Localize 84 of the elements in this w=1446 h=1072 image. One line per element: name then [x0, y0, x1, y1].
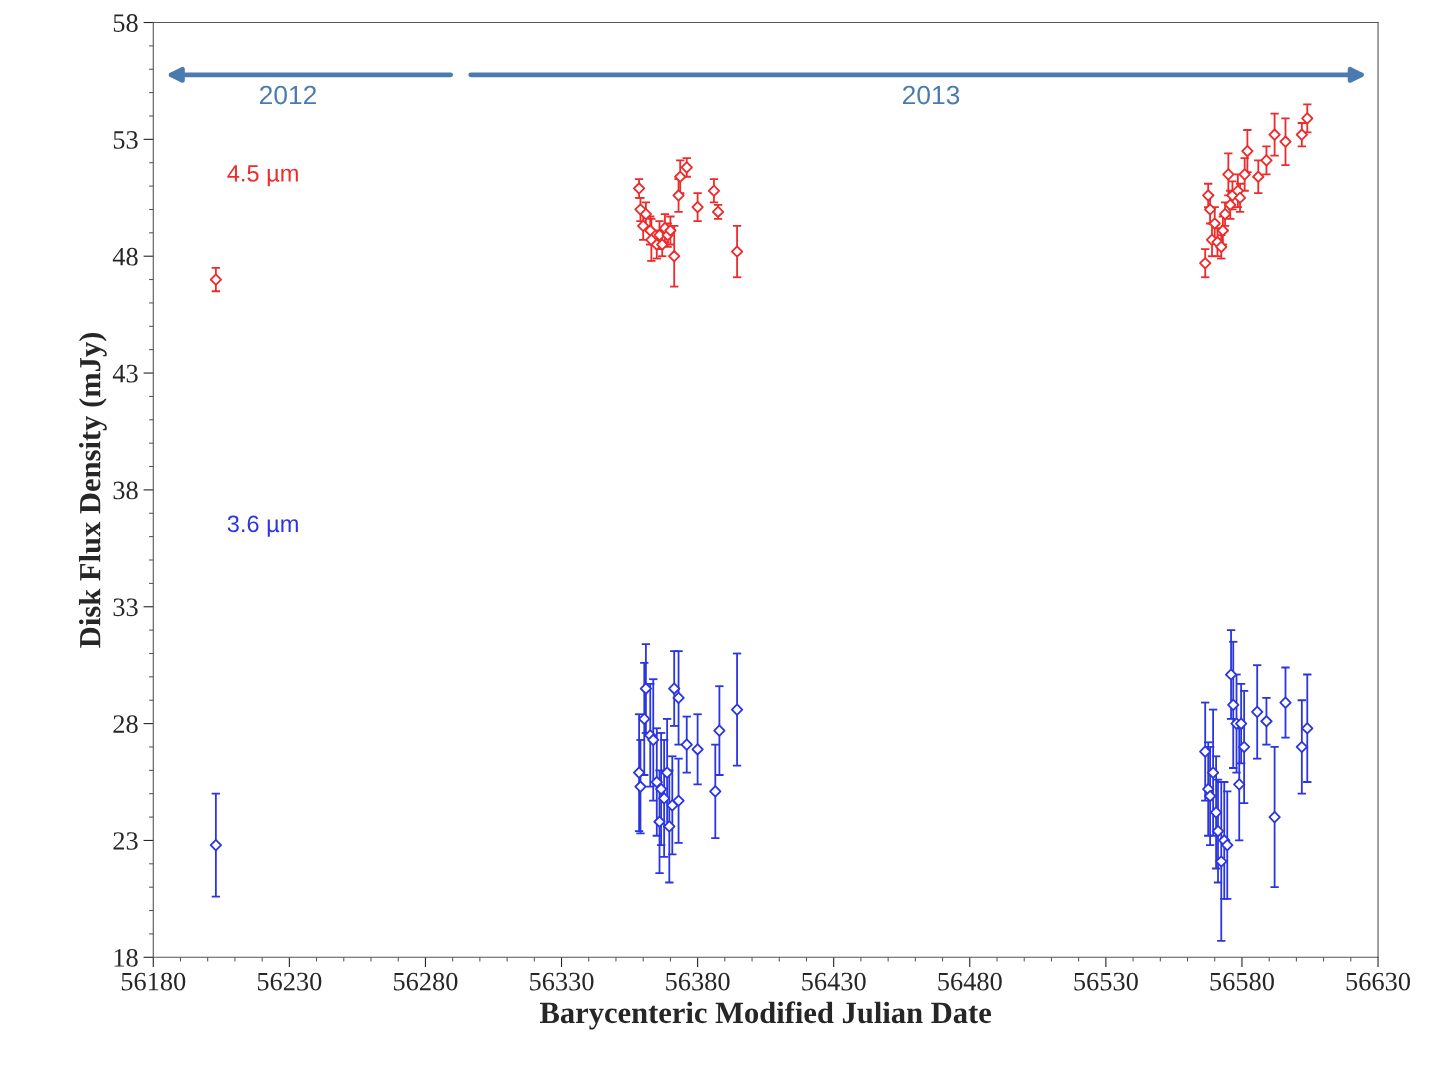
point: [653, 815, 666, 828]
point: [730, 245, 744, 258]
point: [1224, 668, 1238, 681]
point: [655, 782, 668, 796]
y-tick-label: 38: [113, 481, 138, 500]
point: [1199, 745, 1212, 758]
point: [1216, 224, 1230, 237]
x-tick-label: 56480: [938, 972, 1002, 991]
point: [672, 189, 685, 202]
x-tick-label: 56280: [393, 972, 458, 991]
point: [1251, 705, 1264, 719]
point: [707, 184, 721, 197]
point: [1241, 144, 1254, 158]
point: [1199, 257, 1212, 270]
x-tick-label: 56580: [1210, 972, 1274, 991]
x-tick-label: 56530: [1074, 972, 1138, 991]
point: [644, 224, 657, 237]
point: [672, 794, 685, 807]
y-tick-label: 18: [114, 948, 138, 967]
point: [632, 766, 646, 779]
point: [709, 785, 722, 798]
x-tick-label: 56330: [530, 972, 594, 991]
point: [1221, 839, 1234, 852]
point: [647, 733, 660, 747]
point: [1279, 135, 1292, 148]
x-tick-label: 56380: [666, 972, 730, 991]
point: [1202, 189, 1215, 202]
annotation: 2013: [902, 85, 960, 105]
point: [1268, 810, 1281, 824]
point: [1295, 128, 1308, 141]
point: [1295, 740, 1308, 754]
point: [1233, 191, 1247, 204]
point: [634, 780, 647, 793]
point: [1279, 696, 1292, 709]
text: 3.6 µm: [227, 515, 298, 537]
point: [1215, 240, 1228, 253]
point: [639, 682, 653, 695]
point: [1235, 717, 1248, 730]
point: [668, 682, 681, 695]
point: [650, 775, 663, 789]
text: 4.5 µm: [227, 165, 298, 187]
y-tick-label: 43: [112, 364, 138, 383]
point: [1238, 740, 1251, 754]
point: [691, 201, 704, 214]
point: [1301, 112, 1314, 125]
point: [691, 743, 704, 756]
y-tick-label: 23: [113, 832, 138, 850]
point: [632, 182, 646, 195]
point: [713, 724, 726, 737]
point: [639, 208, 653, 221]
point: [1252, 170, 1265, 183]
y-tick-label: 28: [113, 715, 138, 734]
point: [1209, 806, 1223, 819]
point: [1207, 766, 1220, 779]
point: [668, 250, 681, 263]
point: [209, 273, 222, 286]
point: [658, 792, 671, 805]
y-tick-label: 53: [113, 131, 138, 149]
point: [1227, 698, 1240, 712]
point: [1260, 154, 1273, 167]
point: [663, 820, 676, 833]
point: [1204, 789, 1217, 803]
point: [672, 691, 685, 704]
point: [1218, 208, 1232, 221]
y-tick-label: 33: [113, 598, 138, 617]
point: [1260, 715, 1273, 728]
x-tick-label: 56180: [121, 972, 186, 991]
point: [638, 712, 651, 726]
point: [730, 703, 744, 716]
point: [1268, 128, 1281, 141]
x-tick-label: 56630: [1346, 972, 1411, 991]
point: [1233, 778, 1246, 791]
x-tick-label: 56230: [257, 972, 322, 991]
y-axis-title: Disk Flux Density (mJy): [78, 332, 107, 648]
y-tick-label: 58: [113, 14, 138, 32]
point: [209, 839, 222, 852]
y-tick-label: 48: [112, 247, 138, 266]
x-tick-label: 56430: [802, 972, 866, 991]
annotation: 2012: [259, 85, 317, 105]
point: [1301, 722, 1314, 735]
point: [1215, 855, 1228, 868]
point: [680, 738, 693, 751]
x-axis-title: Barycenteric Modified Julian Date: [540, 1001, 992, 1030]
point: [680, 161, 693, 174]
